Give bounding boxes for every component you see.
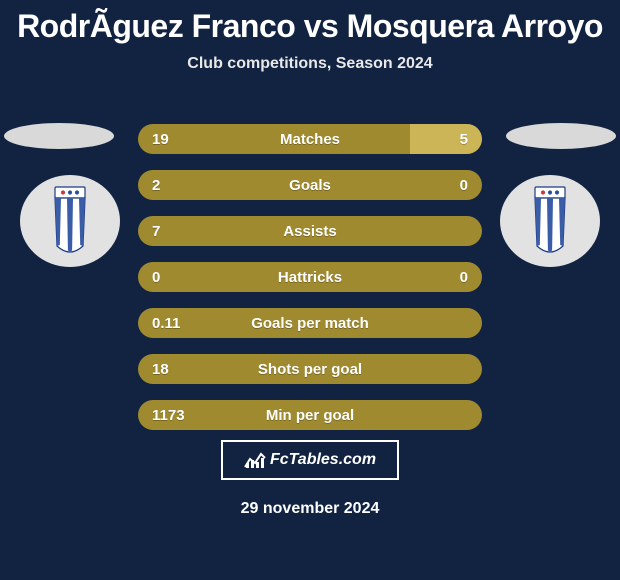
stat-row-min-per-goal: 1173 Min per goal: [138, 400, 482, 430]
stat-left-value: 2: [152, 177, 160, 194]
stat-left-value: 19: [152, 131, 169, 148]
stat-row-assists: 7 Assists: [138, 216, 482, 246]
chart-icon: [244, 451, 266, 469]
stat-row-matches: 19 Matches 5: [138, 124, 482, 154]
right-photo-placeholder: [506, 123, 616, 149]
stat-right-value: 0: [460, 177, 468, 194]
stat-row-goals: 2 Goals 0: [138, 170, 482, 200]
left-club-badge: [20, 175, 120, 267]
stat-row-shots-per-goal: 18 Shots per goal: [138, 354, 482, 384]
stat-right-fill: [410, 124, 482, 154]
brand-box: FcTables.com: [221, 440, 399, 480]
stat-row-hattricks: 0 Hattricks 0: [138, 262, 482, 292]
stat-right-value: 0: [460, 269, 468, 286]
date-text: 29 november 2024: [241, 500, 380, 518]
comparison-bars: 19 Matches 5 2 Goals 0 7 Assists 0 Hattricks 0 0.11…: [138, 124, 482, 446]
right-club-badge: [500, 175, 600, 267]
club-crest-icon: [521, 186, 579, 256]
left-photo-placeholder: [4, 123, 114, 149]
stat-label: Goals: [289, 177, 331, 194]
stat-label: Goals per match: [251, 315, 369, 332]
stat-left-value: 0: [152, 269, 160, 286]
stat-label: Shots per goal: [258, 361, 362, 378]
brand-text: FcTables.com: [270, 451, 376, 469]
stat-label: Assists: [283, 223, 336, 240]
stat-left-value: 7: [152, 223, 160, 240]
stat-label: Hattricks: [278, 269, 342, 286]
stat-row-goals-per-match: 0.11 Goals per match: [138, 308, 482, 338]
stat-label: Min per goal: [266, 407, 354, 424]
club-crest-icon: [41, 186, 99, 256]
stat-label: Matches: [280, 131, 340, 148]
stat-left-value: 1173: [152, 407, 185, 424]
stat-left-value: 18: [152, 361, 169, 378]
stat-right-value: 5: [460, 131, 468, 148]
subtitle: Club competitions, Season 2024: [0, 55, 620, 73]
page-title: RodrÃ­guez Franco vs Mosquera Arroyo: [0, 0, 620, 45]
stat-left-value: 0.11: [152, 315, 180, 332]
